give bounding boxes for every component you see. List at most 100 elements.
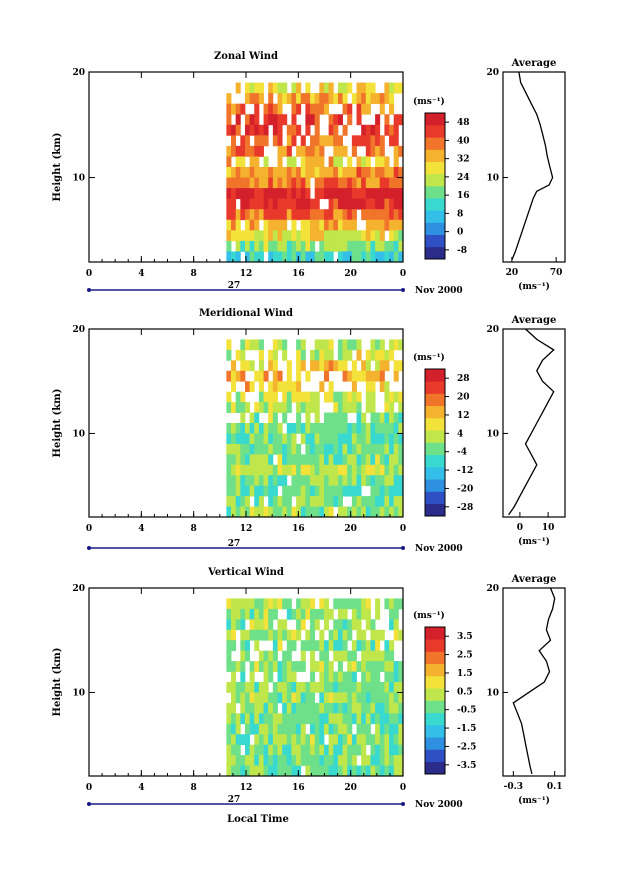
heatmap-cell [342,443,348,455]
heatmap-cell [389,650,395,662]
heatmap-cell [337,671,343,683]
heatmap-cell [300,167,306,178]
heatmap-cell [249,619,255,631]
heatmap-cell [398,230,404,242]
heatmap-cell [361,454,367,466]
heatmap-cell [272,692,278,704]
heatmap-cell [296,464,302,476]
heatmap-cell [384,240,390,252]
heatmap-cell [356,723,362,735]
heatmap-cell [249,723,255,735]
heatmap-cell [305,734,311,746]
heatmap-cell [235,251,241,263]
heatmap-cell [323,475,330,487]
heatmap-cell [365,464,371,476]
heatmap-cell [337,219,343,231]
heatmap-cell [365,167,371,178]
heatmap-cell [328,640,334,652]
heatmap-cell [305,702,311,714]
heatmap-cell [370,671,376,683]
heatmap-cell [226,713,232,725]
heatmap-cell [310,744,316,756]
heatmap-cell [235,349,241,361]
heatmap-cell [277,734,283,746]
heatmap-cell [300,506,306,518]
heatmap-cell [296,496,302,507]
heatmap-cell [277,723,283,735]
heatmap-cell [286,433,292,445]
heatmap-cell [361,423,367,434]
heatmap-cell [398,391,404,403]
heatmap-cell [347,661,353,672]
heatmap-cell [249,464,255,476]
heatmap-cell [323,177,330,189]
heatmap-cell [375,156,381,168]
heatmap-cell [337,692,343,704]
heatmap-cell [291,629,297,641]
heatmap-cell [226,485,232,497]
heatmap-cell [286,629,292,641]
heatmap-cell [268,702,274,714]
heatmap-cell [231,464,237,476]
y-tick-label: 10 [72,429,85,439]
heatmap-cell [384,114,390,126]
heatmap-cell [379,454,385,466]
panel-title: Zonal Wind [214,51,278,62]
heatmap-cell [319,339,325,351]
heatmap-cell [231,702,237,714]
heatmap-cell [254,423,260,434]
heatmap-cell [393,360,399,372]
colorbar-swatch [425,688,445,701]
heatmap-cell [272,188,278,200]
heatmap-cell [323,135,330,147]
heatmap-cell [351,402,357,413]
heatmap-cell [333,755,339,766]
heatmap-cell [272,114,278,126]
heatmap-cell [356,103,362,115]
average-profile-line [511,71,554,261]
heatmap-cell [370,93,376,105]
colorbar-swatch [425,663,445,677]
heatmap-cell [296,93,302,105]
x-tick-label: 20 [344,783,357,793]
heatmap-cell [300,496,306,507]
heatmap-cell [356,423,362,434]
heatmap-cell [310,103,316,115]
heatmap-cell [268,650,274,662]
heatmap-cell [375,454,381,466]
heatmap-cell [272,349,278,361]
heatmap-cell [277,755,283,766]
heatmap-cell [282,188,288,200]
heatmap-cell [268,475,274,487]
heatmap-cell [319,177,325,189]
heatmap-cell [268,114,274,126]
heatmap-cell [319,734,325,746]
heatmap-cell [226,240,232,252]
heatmap-cell [314,496,320,507]
heatmap-cell [240,370,246,382]
heatmap-cell [342,619,348,631]
heatmap-cell [323,240,330,252]
heatmap-cell [254,619,260,631]
heatmap-cell [393,723,399,735]
heatmap-cell [370,198,376,210]
heatmap-cell [389,744,395,756]
heatmap-cell [254,629,260,641]
heatmap-cell [291,464,297,476]
heatmap-cell [389,671,395,683]
heatmap-cell [328,82,334,94]
colorbar-swatch [425,712,445,726]
heatmap-cell [226,475,232,487]
heatmap-cell [282,412,288,424]
heatmap-cell [300,475,306,487]
heatmap-cell [291,167,297,178]
heatmap-cell [389,349,395,361]
heatmap-cell [244,496,251,507]
heatmap-cell [323,506,330,518]
heatmap-cell [231,177,237,189]
heatmap-cell [342,188,348,200]
colorbar-label: (ms⁻¹) [413,96,445,107]
heatmap-cell [282,454,288,466]
